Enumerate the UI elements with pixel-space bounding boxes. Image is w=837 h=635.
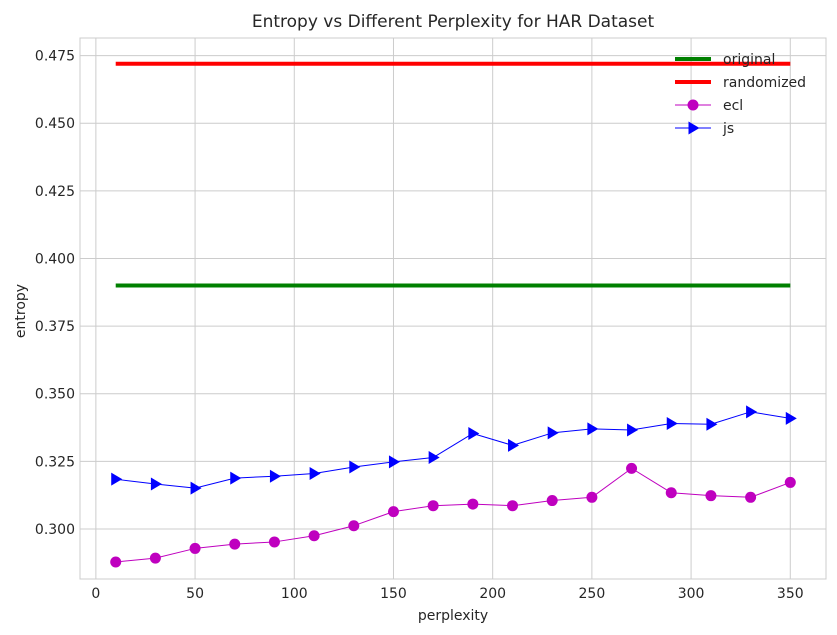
data-point-js [388,455,400,469]
x-tick-label: 250 [579,586,606,602]
data-point-ecl [387,506,399,518]
data-point-js [230,471,242,485]
series-ecl [110,462,796,568]
series-line-js [115,411,791,489]
data-point-js [349,460,361,474]
data-point-ecl [268,536,280,548]
legend: original randomized ecl js [675,52,806,137]
data-point-js [468,426,480,440]
x-axis-label: perplexity [418,608,488,624]
data-point-ecl [189,542,201,554]
legend-label: randomized [723,75,806,91]
legend-item-js: js [675,121,734,137]
y-tick-label: 0.400 [35,251,75,267]
data-point-js [508,438,520,452]
data-point-js [746,405,758,419]
data-point-ecl [586,491,598,503]
legend-marker [687,99,699,111]
data-point-ecl [467,498,479,510]
x-tick-label: 350 [777,586,804,602]
x-tick-label: 300 [678,586,705,602]
legend-marker [688,121,700,135]
data-point-ecl [149,552,161,564]
data-point-js [190,481,202,495]
legend-label: ecl [723,98,743,114]
data-point-js [547,426,559,440]
legend-item-ecl: ecl [675,98,743,114]
x-tick-label: 0 [91,586,100,602]
y-tick-label: 0.325 [35,454,75,470]
grid [80,38,826,579]
y-axis-label: entropy [13,284,29,338]
y-tick-label: 0.475 [35,49,75,65]
y-tick-label: 0.425 [35,184,75,200]
data-point-ecl [705,490,717,502]
data-point-ecl [229,538,241,550]
y-axis-ticks: 0.300 0.325 0.350 0.375 0.400 0.425 0.450 0.475 [35,49,75,538]
legend-label: original [723,52,775,68]
data-point-js [706,417,718,431]
data-point-ecl [110,556,122,568]
data-point-ecl [784,476,796,488]
data-point-js [309,467,321,481]
data-point-js [666,416,678,430]
chart-title: Entropy vs Different Perplexity for HAR … [252,12,655,32]
data-point-js [587,422,599,436]
data-point-js [785,411,797,425]
series-line-ecl [115,467,791,563]
data-point-ecl [308,530,320,542]
data-point-ecl [507,500,519,512]
series-js [111,405,797,495]
data-point-js [627,423,639,437]
x-axis-ticks: 0 50 100 150 200 250 300 350 [91,586,803,602]
legend-label: js [722,121,734,137]
x-tick-label: 100 [281,586,308,602]
x-tick-label: 150 [380,586,407,602]
y-tick-label: 0.375 [35,319,75,335]
data-point-ecl [626,462,638,474]
data-point-ecl [665,487,677,499]
x-tick-label: 50 [186,586,204,602]
data-point-ecl [427,500,439,512]
data-point-js [269,469,281,483]
data-point-js [428,451,440,465]
data-point-ecl [348,520,360,532]
data-point-js [150,477,162,491]
data-point-ecl [745,491,757,503]
series-layer [110,61,797,568]
x-tick-label: 200 [479,586,506,602]
y-tick-label: 0.450 [35,116,75,132]
legend-item-original: original [675,52,775,68]
y-tick-label: 0.350 [35,387,75,403]
y-tick-label: 0.300 [35,522,75,538]
legend-item-randomized: randomized [675,75,806,91]
data-point-ecl [546,495,558,507]
data-point-js [111,472,123,486]
